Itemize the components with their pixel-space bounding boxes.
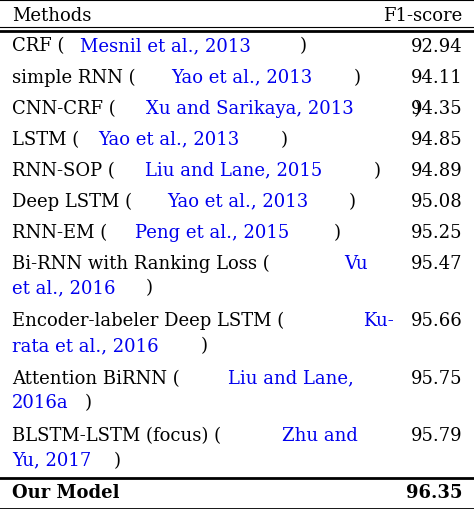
- Text: Yao et al., 2013: Yao et al., 2013: [172, 69, 313, 87]
- Text: Encoder-labeler Deep LSTM (: Encoder-labeler Deep LSTM (: [12, 312, 284, 330]
- Text: Yao et al., 2013: Yao et al., 2013: [167, 193, 308, 211]
- Text: et al., 2016: et al., 2016: [12, 279, 115, 297]
- Text: ): ): [300, 38, 307, 55]
- Text: 94.35: 94.35: [410, 100, 462, 118]
- Text: RNN-SOP (: RNN-SOP (: [12, 162, 115, 180]
- Text: Liu and Lane,: Liu and Lane,: [228, 370, 354, 388]
- Text: Peng et al., 2015: Peng et al., 2015: [135, 224, 289, 242]
- Text: Bi-RNN with Ranking Loss (: Bi-RNN with Ranking Loss (: [12, 254, 270, 273]
- Text: ): ): [374, 162, 380, 180]
- Text: 95.47: 95.47: [410, 255, 462, 273]
- Text: 94.11: 94.11: [410, 69, 462, 87]
- Text: ): ): [201, 337, 208, 355]
- Text: ): ): [281, 131, 288, 149]
- Text: Zhu and: Zhu and: [282, 427, 357, 445]
- Text: Mesnil et al., 2013: Mesnil et al., 2013: [80, 38, 250, 55]
- Text: Our Model: Our Model: [12, 485, 119, 502]
- Text: simple RNN (: simple RNN (: [12, 69, 136, 87]
- Text: 95.79: 95.79: [410, 427, 462, 445]
- Text: ): ): [354, 69, 361, 87]
- Text: F1-score: F1-score: [383, 7, 462, 24]
- Text: 2016a: 2016a: [12, 394, 68, 412]
- Text: 95.66: 95.66: [410, 312, 462, 330]
- Text: ): ): [414, 100, 421, 118]
- Text: rata et al., 2016: rata et al., 2016: [12, 337, 158, 355]
- Text: 92.94: 92.94: [410, 38, 462, 55]
- Text: 95.25: 95.25: [410, 224, 462, 242]
- Text: Xu and Sarikaya, 2013: Xu and Sarikaya, 2013: [146, 100, 354, 118]
- Text: 95.08: 95.08: [410, 193, 462, 211]
- Text: ): ): [349, 193, 356, 211]
- Text: 94.85: 94.85: [410, 131, 462, 149]
- Text: ): ): [114, 452, 121, 470]
- Text: Ku-: Ku-: [363, 312, 394, 330]
- Text: ): ): [85, 394, 92, 412]
- Text: Yao et al., 2013: Yao et al., 2013: [99, 131, 240, 149]
- Text: Methods: Methods: [12, 7, 91, 24]
- Text: BLSTM-LSTM (focus) (: BLSTM-LSTM (focus) (: [12, 427, 221, 445]
- Text: Liu and Lane, 2015: Liu and Lane, 2015: [145, 162, 322, 180]
- Text: RNN-EM (: RNN-EM (: [12, 224, 107, 242]
- Text: ): ): [334, 224, 341, 242]
- Text: 95.75: 95.75: [410, 370, 462, 388]
- Text: LSTM (: LSTM (: [12, 131, 79, 149]
- Text: 96.35: 96.35: [406, 485, 462, 502]
- Text: CNN-CRF (: CNN-CRF (: [12, 100, 116, 118]
- Text: Vu: Vu: [345, 255, 368, 273]
- Text: ): ): [146, 279, 153, 297]
- Text: Yu, 2017: Yu, 2017: [12, 452, 91, 470]
- Text: Attention BiRNN (: Attention BiRNN (: [12, 370, 180, 388]
- Text: CRF (: CRF (: [12, 38, 64, 55]
- Text: 94.89: 94.89: [410, 162, 462, 180]
- Text: Deep LSTM (: Deep LSTM (: [12, 192, 132, 211]
